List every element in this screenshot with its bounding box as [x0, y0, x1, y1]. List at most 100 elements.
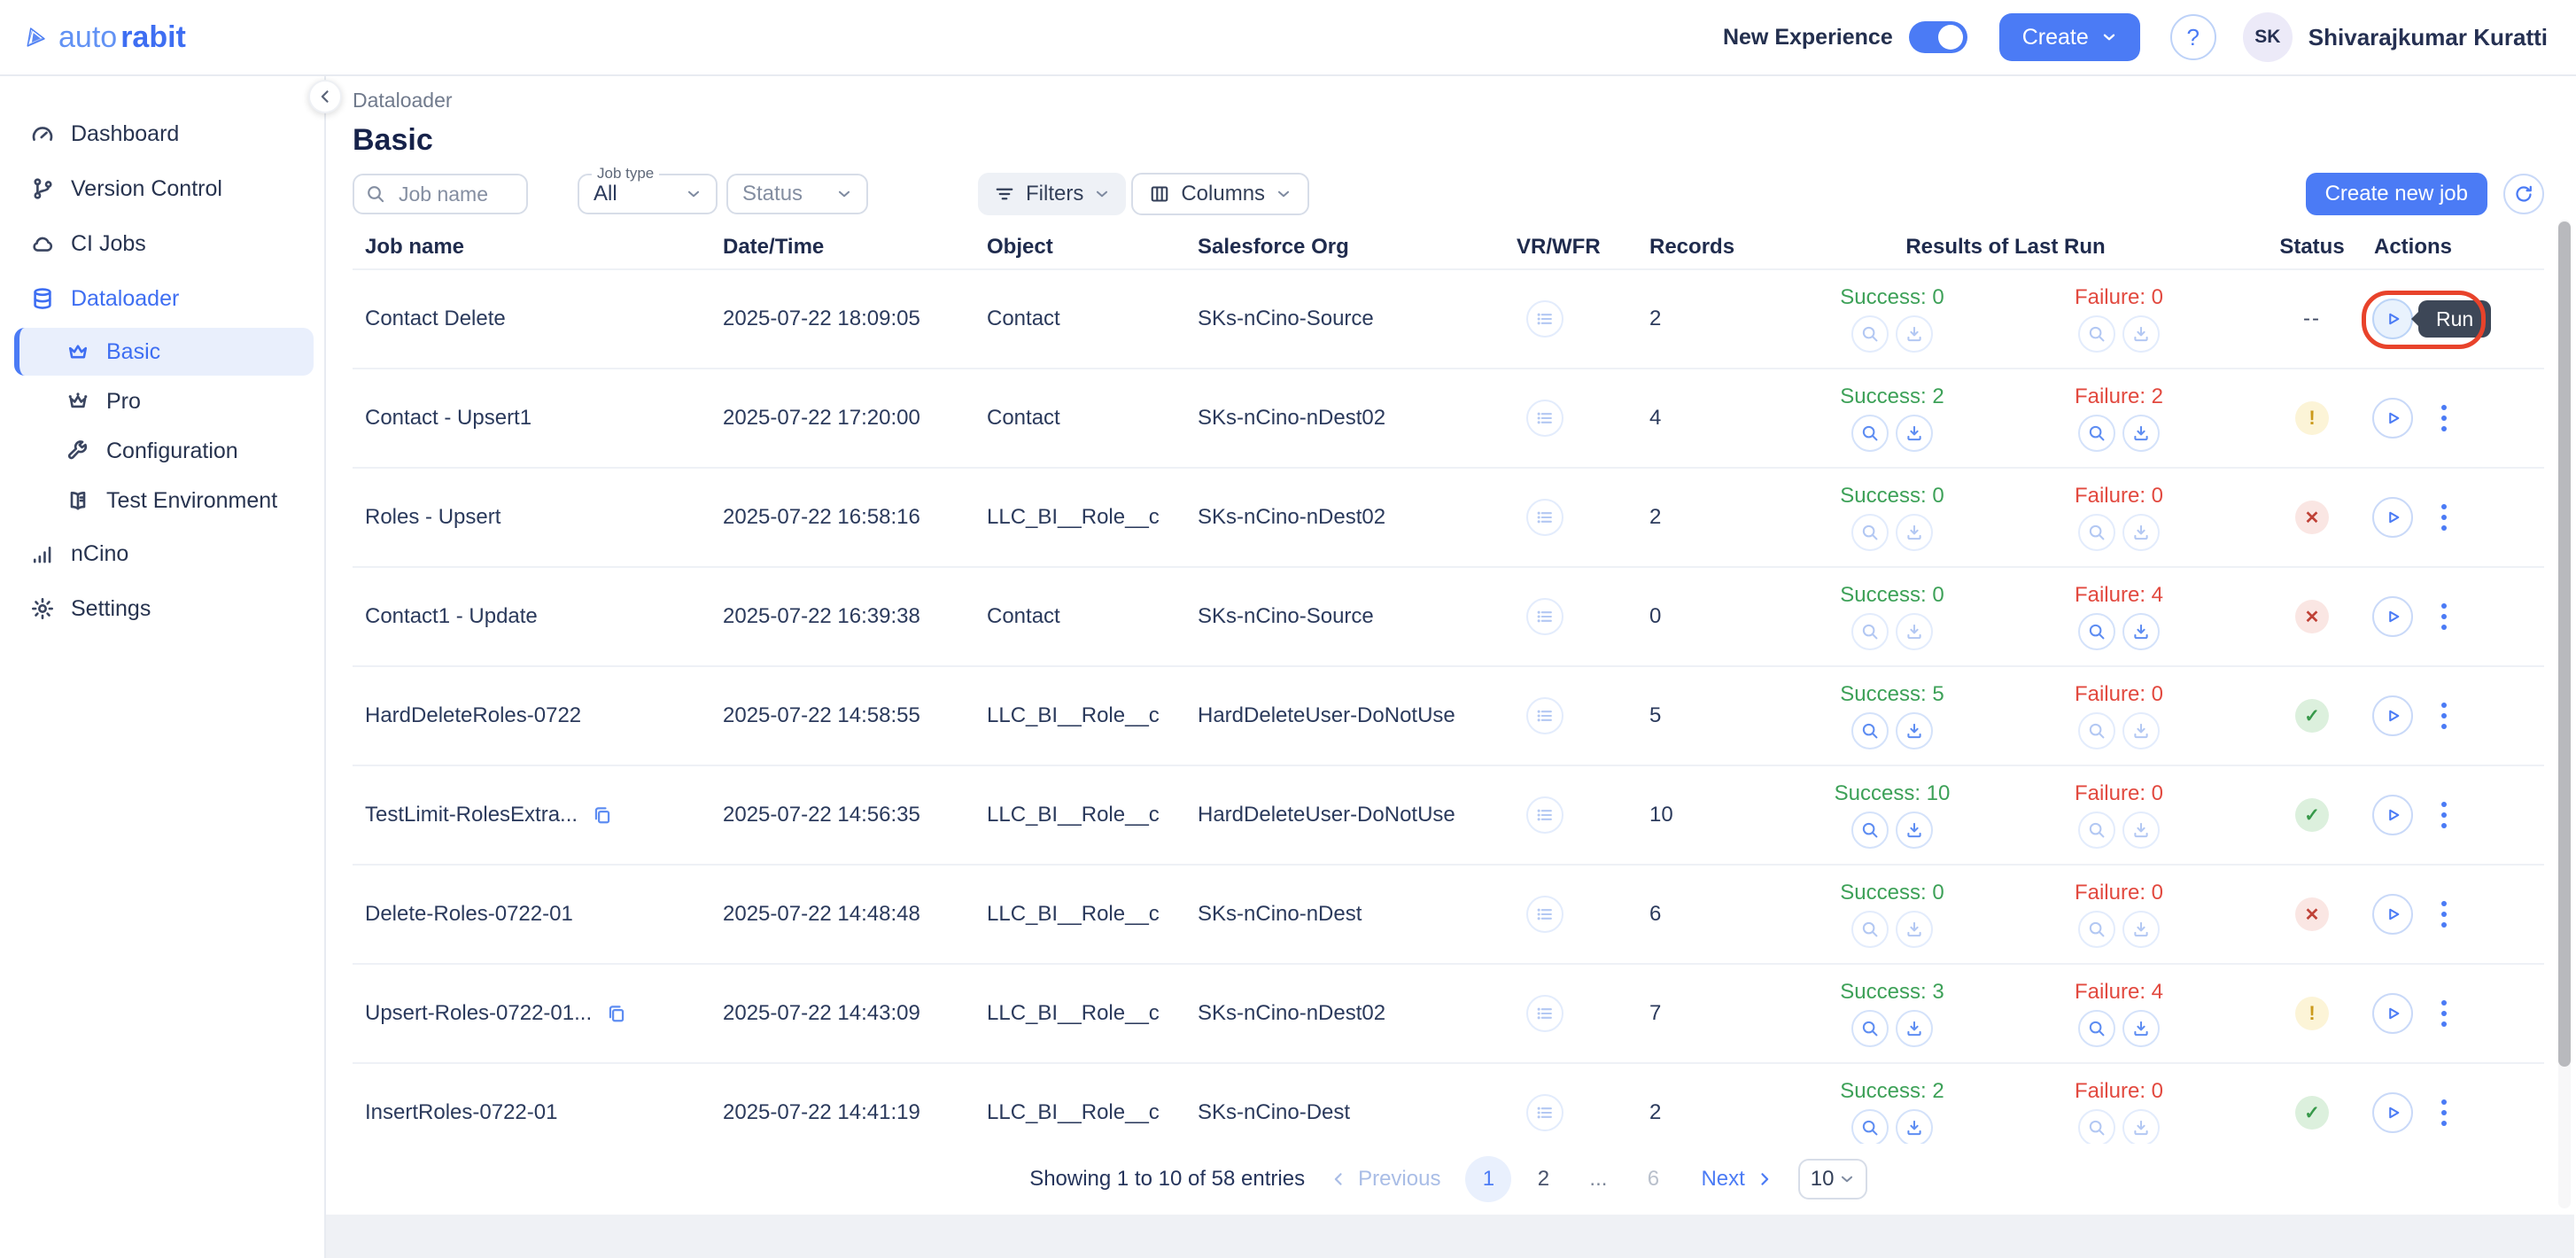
more-actions-button[interactable]: [2438, 501, 2450, 534]
view-failure-records-button[interactable]: [2078, 315, 2115, 353]
sidebar-item-version-control[interactable]: Version Control: [0, 161, 324, 216]
create-button[interactable]: Create: [1998, 13, 2140, 61]
download-success-records-button[interactable]: [1896, 415, 1933, 452]
view-success-records-button[interactable]: [1851, 1010, 1889, 1047]
view-success-records-button[interactable]: [1851, 712, 1889, 749]
vr-wfr-button[interactable]: [1526, 598, 1563, 635]
download-success-records-button[interactable]: [1896, 613, 1933, 650]
download-failure-records-button[interactable]: [2122, 415, 2160, 452]
download-failure-records-button[interactable]: [2122, 911, 2160, 948]
sidebar-item-ncino[interactable]: nCino: [0, 526, 324, 581]
scrollbar-thumb[interactable]: [2558, 221, 2571, 1067]
vr-wfr-button[interactable]: [1526, 896, 1563, 933]
object: LLC_BI__Role__c: [987, 505, 1160, 529]
success-results: Success: 0: [1779, 484, 2006, 551]
view-success-records-button[interactable]: [1851, 811, 1889, 849]
page-button-2[interactable]: 2: [1537, 1167, 1550, 1191]
view-success-records-button[interactable]: [1851, 613, 1889, 650]
status-select[interactable]: Status: [726, 174, 868, 214]
run-button[interactable]: [2372, 1092, 2413, 1133]
download-success-records-button[interactable]: [1896, 1010, 1933, 1047]
view-failure-records-button[interactable]: [2078, 712, 2115, 749]
download-icon: [1905, 622, 1924, 641]
new-experience-toggle[interactable]: [1908, 21, 1967, 53]
sidebar-item-settings[interactable]: Settings: [0, 581, 324, 636]
autorabit-logo[interactable]: auto rabit: [23, 20, 186, 55]
vr-wfr-button[interactable]: [1526, 995, 1563, 1032]
status-cell: --: [2232, 307, 2370, 331]
sidebar-item-basic[interactable]: Basic: [14, 328, 314, 376]
download-failure-records-button[interactable]: [2122, 1109, 2160, 1144]
view-failure-records-button[interactable]: [2078, 1109, 2115, 1144]
page-size-select[interactable]: 10: [1797, 1159, 1867, 1200]
run-button[interactable]: [2372, 894, 2413, 935]
sidebar-item-test-environment[interactable]: Test Environment: [14, 477, 314, 524]
view-failure-records-button[interactable]: [2078, 514, 2115, 551]
run-button[interactable]: [2372, 993, 2413, 1034]
sidebar-item-configuration[interactable]: Configuration: [14, 427, 314, 475]
copy-icon[interactable]: [606, 1003, 627, 1024]
more-actions-button[interactable]: [2438, 897, 2450, 931]
sidebar-collapse-button[interactable]: [308, 80, 342, 113]
view-failure-records-button[interactable]: [2078, 415, 2115, 452]
sidebar-item-ci-jobs[interactable]: CI Jobs: [0, 216, 324, 271]
columns-button[interactable]: Columns: [1131, 173, 1310, 215]
breadcrumb[interactable]: Dataloader: [353, 89, 453, 112]
vr-wfr-button[interactable]: [1526, 697, 1563, 734]
run-button[interactable]: [2372, 795, 2413, 835]
view-failure-records-button[interactable]: [2078, 811, 2115, 849]
view-success-records-button[interactable]: [1851, 415, 1889, 452]
more-actions-button[interactable]: [2438, 1096, 2450, 1130]
job-name-search[interactable]: [353, 174, 528, 214]
more-actions-button[interactable]: [2438, 401, 2450, 435]
more-actions-button[interactable]: [2438, 600, 2450, 633]
more-actions-button[interactable]: [2438, 699, 2450, 733]
previous-page-button[interactable]: Previous: [1330, 1167, 1440, 1192]
sidebar-item-pro[interactable]: Pro: [14, 377, 314, 425]
next-page-button[interactable]: Next: [1701, 1167, 1773, 1192]
download-success-records-button[interactable]: [1896, 1109, 1933, 1144]
view-success-records-button[interactable]: [1851, 514, 1889, 551]
sidebar-item-dataloader[interactable]: Dataloader: [0, 271, 324, 326]
page-button-6[interactable]: 6: [1647, 1167, 1660, 1191]
view-success-records-button[interactable]: [1851, 315, 1889, 353]
vr-wfr-button[interactable]: [1526, 400, 1563, 437]
view-failure-records-button[interactable]: [2078, 1010, 2115, 1047]
refresh-button[interactable]: [2503, 174, 2544, 214]
download-success-records-button[interactable]: [1896, 911, 1933, 948]
more-actions-button[interactable]: [2438, 997, 2450, 1030]
more-actions-button[interactable]: [2438, 798, 2450, 832]
download-failure-records-button[interactable]: [2122, 1010, 2160, 1047]
job-type-select[interactable]: Job type All: [578, 165, 718, 214]
download-failure-records-button[interactable]: [2122, 613, 2160, 650]
download-failure-records-button[interactable]: [2122, 514, 2160, 551]
download-success-records-button[interactable]: [1896, 712, 1933, 749]
run-button[interactable]: [2372, 299, 2413, 339]
help-button[interactable]: ?: [2169, 14, 2216, 60]
view-success-records-button[interactable]: [1851, 1109, 1889, 1144]
filters-button[interactable]: Filters: [978, 173, 1127, 215]
download-success-records-button[interactable]: [1896, 811, 1933, 849]
avatar[interactable]: SK: [2242, 12, 2293, 62]
vr-wfr-button[interactable]: [1526, 1094, 1563, 1131]
job-name-input[interactable]: [395, 180, 516, 208]
view-failure-records-button[interactable]: [2078, 613, 2115, 650]
run-button[interactable]: [2372, 596, 2413, 637]
view-failure-records-button[interactable]: [2078, 911, 2115, 948]
vr-wfr-button[interactable]: [1526, 300, 1563, 338]
run-button[interactable]: [2372, 497, 2413, 538]
download-failure-records-button[interactable]: [2122, 811, 2160, 849]
download-failure-records-button[interactable]: [2122, 712, 2160, 749]
page-button-1[interactable]: 1: [1465, 1156, 1512, 1202]
run-button[interactable]: [2372, 398, 2413, 439]
download-success-records-button[interactable]: [1896, 514, 1933, 551]
vr-wfr-button[interactable]: [1526, 796, 1563, 834]
download-success-records-button[interactable]: [1896, 315, 1933, 353]
view-success-records-button[interactable]: [1851, 911, 1889, 948]
download-failure-records-button[interactable]: [2122, 315, 2160, 353]
run-button[interactable]: [2372, 695, 2413, 736]
create-new-job-button[interactable]: Create new job: [2305, 173, 2487, 215]
copy-icon[interactable]: [592, 804, 613, 826]
sidebar-item-dashboard[interactable]: Dashboard: [0, 106, 324, 161]
vr-wfr-button[interactable]: [1526, 499, 1563, 536]
